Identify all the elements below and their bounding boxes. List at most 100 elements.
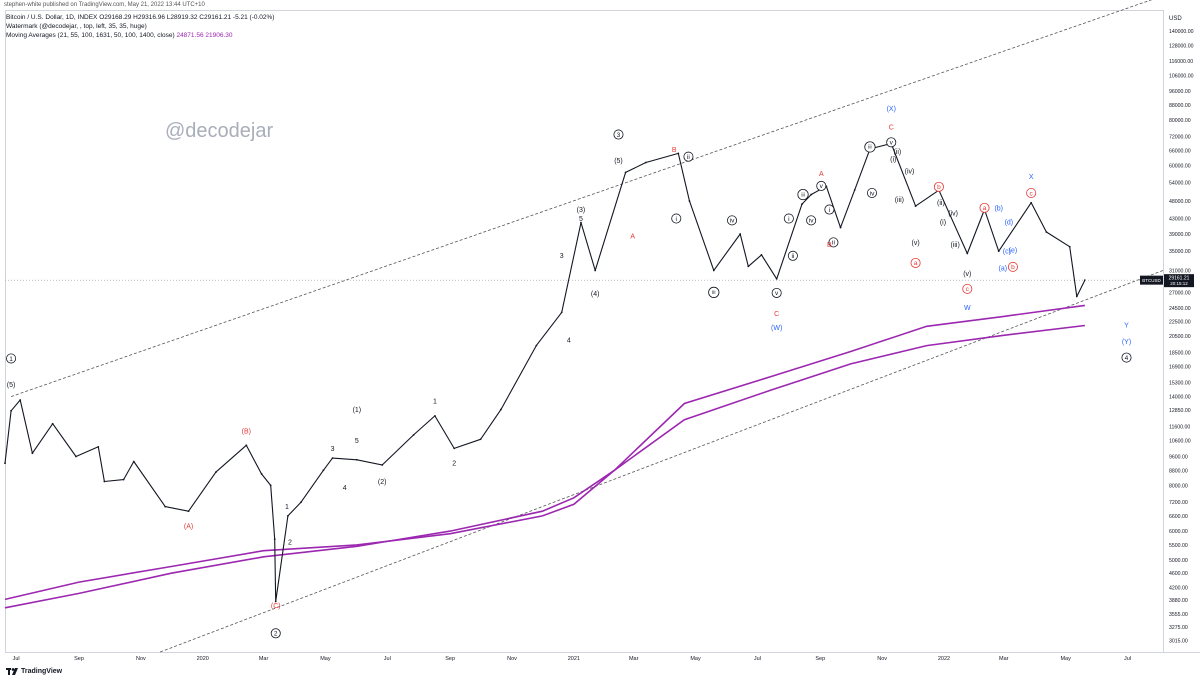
published-line: stephen-white published on TradingView.c… (4, 2, 205, 8)
price-tick-label: 106000.00 (1169, 73, 1194, 79)
price-point (273, 538, 276, 541)
price-point (269, 484, 272, 487)
wave-label: (a) (999, 265, 1008, 272)
price-tick-label: 8800.00 (1169, 468, 1188, 474)
price-point (1068, 245, 1071, 248)
moving-averages-legend[interactable]: Moving Averages (21, 55, 100, 1631, 50, … (6, 32, 233, 40)
price-tick-label: 31000.00 (1169, 268, 1191, 274)
wave-label: C (889, 125, 894, 132)
wave-label: (X) (887, 106, 896, 113)
price-point (355, 458, 358, 461)
price-point (747, 265, 750, 268)
symbol-legend[interactable]: Bitcoin / U.S. Dollar, 1D, INDEX O29168.… (6, 14, 275, 21)
wave-label-circle (727, 215, 738, 226)
price-tick-label: 43000.00 (1169, 217, 1191, 223)
wave-label: (v) (911, 240, 919, 247)
wave-label-circle (864, 141, 876, 153)
price-tick-label: 116000.00 (1169, 59, 1193, 65)
wave-label-circle (1026, 188, 1037, 199)
wave-label: (c) (1003, 249, 1011, 256)
time-tick-label: Mar (259, 656, 269, 662)
price-tick-label: 3015.00 (1169, 638, 1188, 644)
time-tick-label: May (1060, 656, 1071, 662)
price-point (31, 452, 34, 455)
wave-label: (b) (994, 205, 1003, 212)
price-tick-label: 140000.00 (1169, 29, 1194, 35)
time-tick-label: 2020 (197, 656, 209, 662)
wave-label: iii (801, 192, 804, 198)
wave-label: i (676, 216, 677, 223)
price-tick-label: 6600.00 (1169, 514, 1188, 520)
price-point (453, 447, 456, 450)
price-tick-label: 20500.00 (1169, 334, 1191, 340)
price-tick-label: 80000.00 (1169, 118, 1191, 124)
watermark-legend[interactable]: Watermark (@decodejar, , top, left, 35, … (6, 23, 147, 30)
wave-label: 5 (355, 438, 359, 445)
wave-label-circle (613, 129, 624, 140)
time-axis[interactable]: Jul Sep Nov 2020 Mar May Jul Sep Nov 2021 Mar May Ju… (13, 656, 1131, 662)
wave-label: 4 (343, 485, 347, 492)
price-point (4, 462, 6, 465)
wave-label: v (775, 290, 779, 297)
wave-label: a (914, 260, 918, 267)
time-tick-label: Jul (1124, 656, 1131, 662)
wave-label: 3 (560, 253, 564, 260)
ma-value-1: 24871.56 (176, 32, 204, 39)
wave-label: A (630, 234, 635, 241)
price-point (535, 344, 538, 347)
tv-logo-icon (6, 668, 18, 675)
price-point (434, 414, 436, 417)
wave-label-circle (933, 181, 944, 192)
wave-label-circle (708, 286, 720, 298)
wave-label-circle (979, 202, 990, 213)
wave-label: B (672, 147, 677, 154)
price-tick-label: 39000.00 (1169, 232, 1191, 238)
wave-label-circle (671, 213, 682, 224)
wave-label-circle (270, 628, 281, 639)
wave-label: (iv) (948, 211, 958, 218)
price-point (97, 445, 100, 448)
wave-label-circle (866, 188, 877, 199)
wave-label: (i) (940, 220, 946, 227)
time-tick-label: Nov (136, 656, 146, 662)
wave-label: b (1011, 264, 1015, 271)
wave-label-circle (1007, 261, 1018, 272)
wave-label: iii (868, 145, 871, 151)
ma-value-2: 21906.30 (205, 32, 233, 39)
wave-label: c (966, 286, 970, 293)
price-tick-label: 66000.00 (1169, 149, 1191, 155)
price-point (499, 408, 502, 411)
price-tick-label: 5500.00 (1169, 543, 1188, 549)
price-point (187, 510, 190, 513)
price-tick-label: 18500.00 (1169, 350, 1191, 356)
price-tick-label: 88000.00 (1169, 103, 1191, 109)
wave-label: (i) (890, 157, 896, 164)
time-tick-label: May (690, 656, 701, 662)
price-point (381, 464, 384, 466)
price-tick-label: 3555.00 (1169, 612, 1188, 618)
wave-label: (v) (963, 271, 971, 278)
footer[interactable]: TradingView (6, 668, 62, 675)
price-axis-currency: USD (1169, 16, 1182, 22)
wave-label-circle (797, 188, 809, 201)
wave-label: ii (687, 154, 690, 161)
time-tick-label: Nov (507, 656, 517, 662)
wave-label: W (964, 305, 971, 312)
price-tick-label: 12850.00 (1169, 408, 1191, 414)
price-point (1075, 295, 1078, 298)
price-point (914, 205, 917, 207)
price-point (274, 600, 277, 603)
price-point (1084, 279, 1086, 282)
wave-label: C (774, 311, 779, 318)
price-tick-label: 9600.00 (1169, 454, 1188, 460)
price-point (245, 444, 248, 447)
price-tick-label: 6000.00 (1169, 529, 1188, 535)
wave-label: (C) (271, 603, 281, 610)
price-point (624, 171, 627, 174)
wave-label: 2 (274, 631, 278, 638)
price-axis[interactable]: 140000.00 128000.00 116000.00 106000.00 9600… (1169, 29, 1194, 644)
price-tick-label: 128000.00 (1169, 43, 1194, 49)
price-point (712, 269, 715, 272)
price-point (103, 480, 106, 483)
